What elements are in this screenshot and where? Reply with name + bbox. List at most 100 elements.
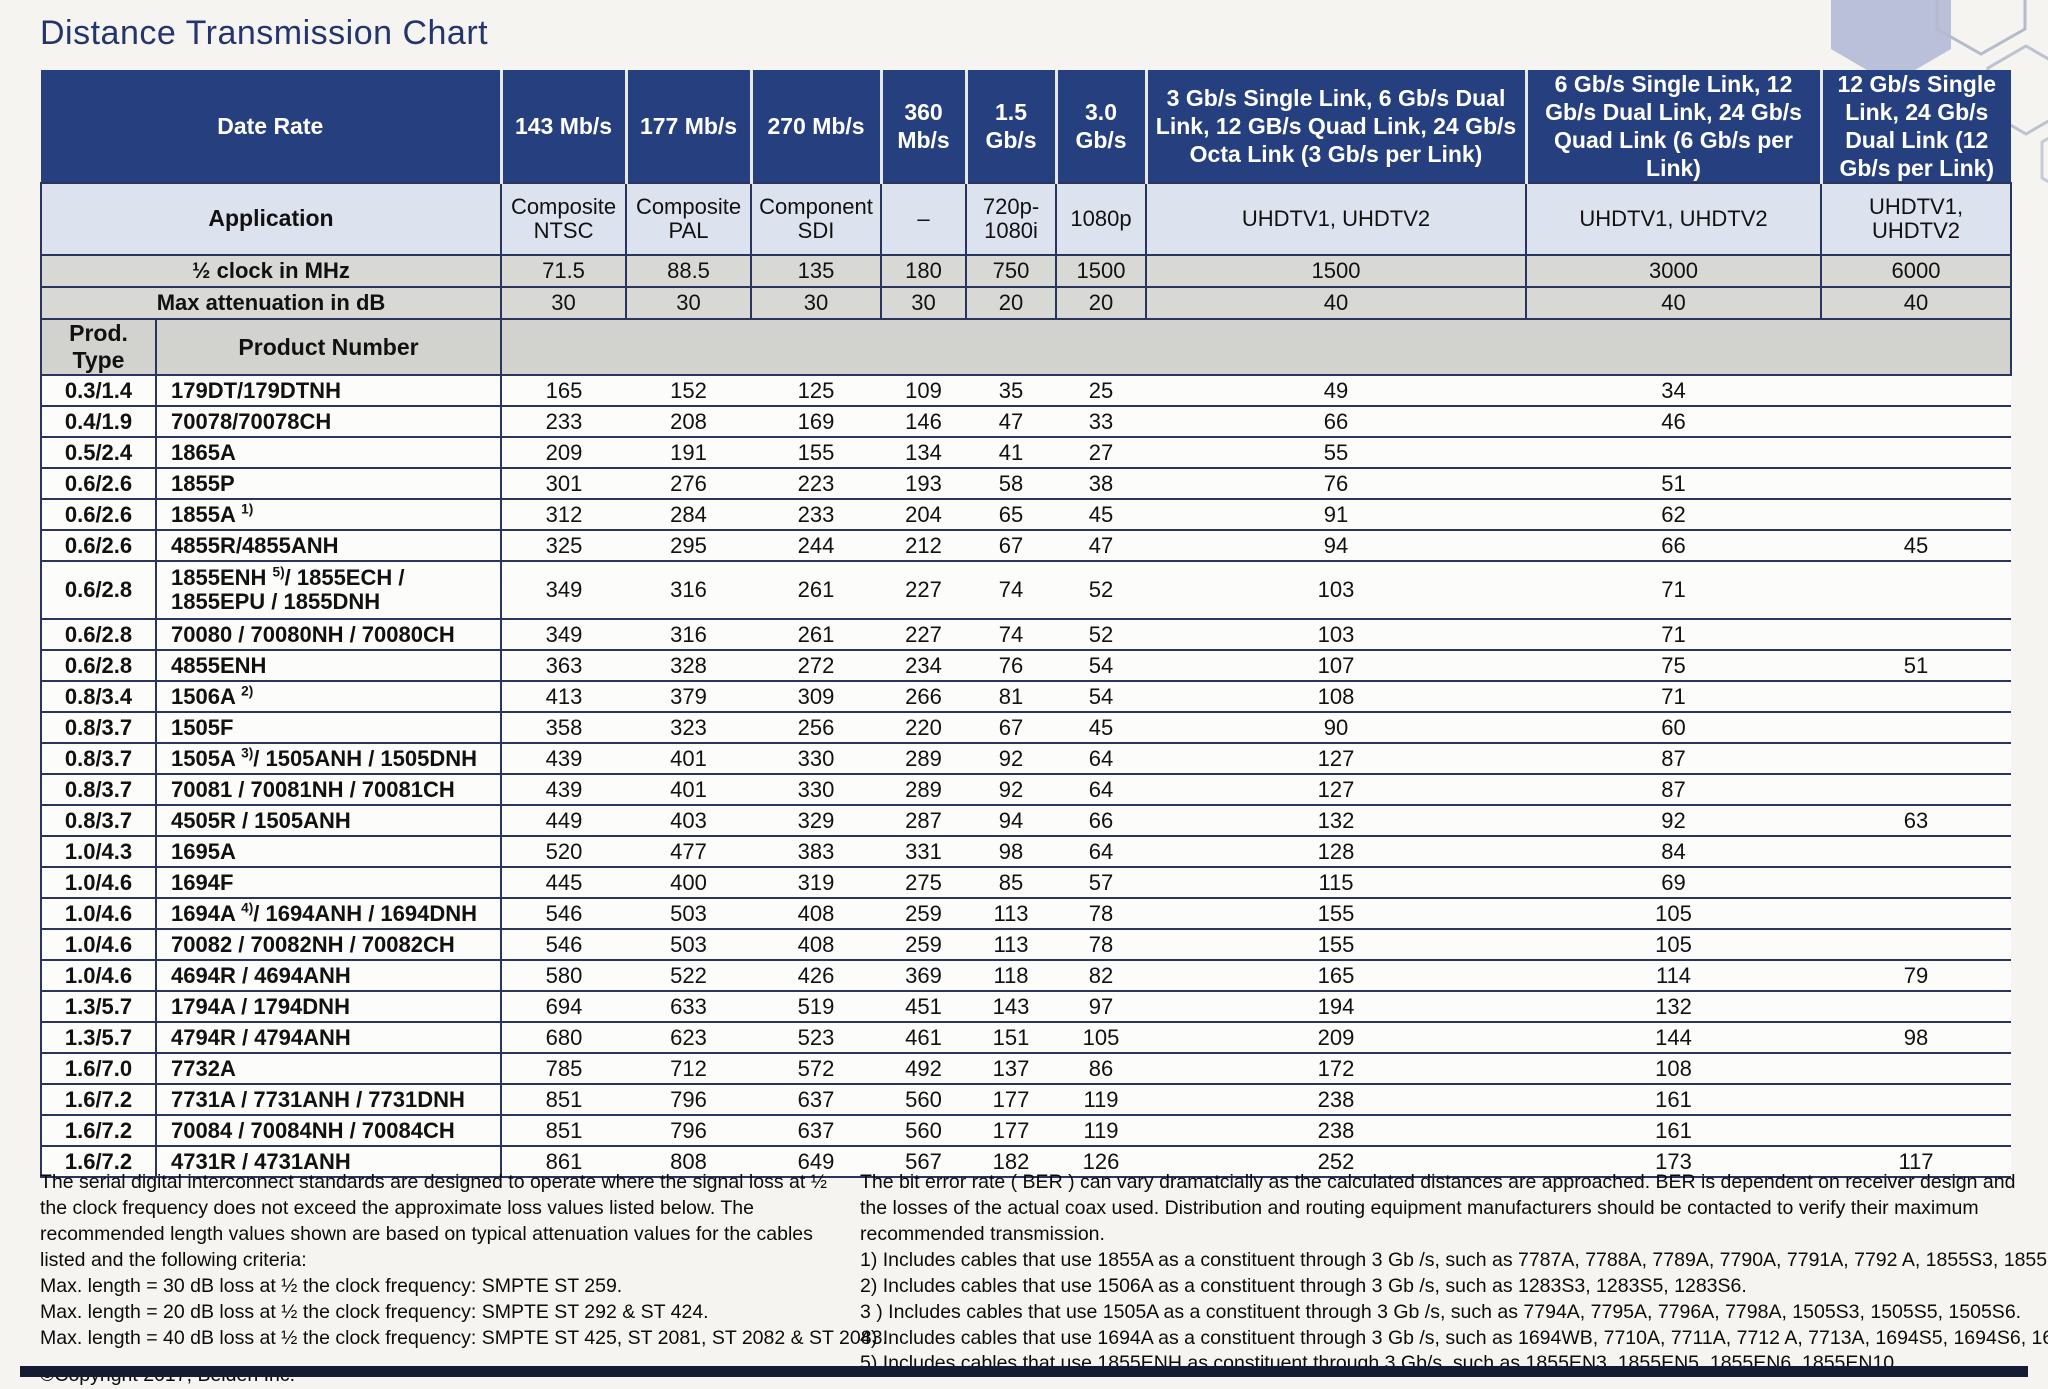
distance-value: 155 (1146, 929, 1527, 962)
distance-value: 51 (1526, 468, 1822, 501)
distance-value: 503 (626, 898, 752, 931)
distance-value: 103 (1146, 561, 1527, 621)
prod-type-cell: 1.6/7.0 (40, 1053, 157, 1086)
product-number-cell: 1505F (156, 712, 503, 745)
distance-value: 316 (626, 561, 752, 621)
distance-value: 363 (501, 650, 627, 683)
distance-value: 349 (501, 619, 627, 652)
product-number-header: Product Number (154, 318, 503, 377)
table-row: 0.5/2.4 1865A 209 191 155 134 41 27 55 (40, 437, 2012, 470)
table-row: 0.3/1.4 179DT/179DTNH 165 152 125 109 35 25 49 34 (40, 375, 2012, 408)
table-row: 1.0/4.3 1695A 520 477 383 331 98 64 128 84 (40, 836, 2012, 869)
half-clock-value-4: 750 (965, 254, 1058, 289)
distance-value: 94 (1146, 530, 1527, 563)
distance-value: 55 (1146, 437, 1527, 470)
application-value-2: Component SDI (750, 182, 883, 257)
application-value-1: Composite PAL (625, 182, 753, 257)
distance-value: 649 (751, 1146, 882, 1179)
distance-value: 52 (1056, 561, 1147, 621)
distance-value: 85 (966, 867, 1057, 900)
distance-value: 401 (626, 743, 752, 776)
distance-value: 25 (1056, 375, 1147, 408)
distance-value: 113 (966, 929, 1057, 962)
table-header-row: Date Rate 143 Mb/s 177 Mb/s 270 Mb/s 360 Mb/… (41, 70, 2012, 184)
max-attenuation-row: Max attenuation in dB 30 30 30 30 20 20 40 40 40 (39, 286, 2013, 321)
distance-value: 82 (1056, 960, 1147, 993)
distance-value: 67 (966, 530, 1057, 563)
max-attenuation-label: Max attenuation in dB (39, 286, 503, 321)
distance-value: 126 (1056, 1146, 1147, 1179)
product-number-cell: 1855P (156, 468, 503, 501)
distance-value: 105 (1056, 1022, 1147, 1055)
max-attenuation-value-7: 40 (1525, 286, 1823, 321)
distance-value: 312 (501, 499, 627, 532)
distance-value: 58 (966, 468, 1057, 501)
table-row: 1.6/7.2 7731A / 7731ANH / 7731DNH 851 796 63… (40, 1084, 2012, 1117)
distance-value: 208 (626, 406, 752, 439)
distance-value: 238 (1146, 1115, 1527, 1148)
distance-value: 369 (881, 960, 967, 993)
distance-value: 46 (1526, 406, 1822, 439)
distance-value: 69 (1526, 867, 1822, 900)
distance-value (1821, 561, 2012, 621)
product-number-cell: 70081 / 70081NH / 70081CH (156, 774, 503, 807)
table-row: 1.6/7.0 7732A 785 712 572 492 137 86 172 108 (40, 1053, 2012, 1086)
distance-value: 51 (1821, 650, 2012, 683)
footnote-right-notes: 1) Includes cables that use 1855A as a c… (860, 1248, 2048, 1378)
table-row: 1.6/7.2 4731R / 4731ANH 861 808 649 567 182 126… (40, 1146, 2012, 1179)
distance-value: 161 (1526, 1084, 1822, 1117)
product-number-cell: 4505R / 1505ANH (156, 805, 503, 838)
product-number-cell: 1695A (156, 836, 503, 869)
distance-value: 90 (1146, 712, 1527, 745)
distance-value: 580 (501, 960, 627, 993)
header-col-5: 3.0 Gb/s (1054, 70, 1147, 184)
distance-value: 113 (966, 898, 1057, 931)
distance-value: 45 (1056, 712, 1147, 745)
distance-value: 572 (751, 1053, 882, 1086)
distance-value: 115 (1146, 867, 1527, 900)
application-value-6: UHDTV1, UHDTV2 (1145, 182, 1528, 257)
distance-value: 227 (881, 561, 967, 621)
header-col-0: 143 Mb/s (499, 70, 627, 184)
footnote-marker: 5) (272, 565, 285, 581)
prod-type-cell: 0.8/3.7 (40, 712, 157, 745)
distance-value: 851 (501, 1115, 627, 1148)
distance-value: 861 (501, 1146, 627, 1179)
max-attenuation-value-8: 40 (1820, 286, 2013, 321)
distance-value: 220 (881, 712, 967, 745)
prod-type-cell: 0.6/2.8 (40, 619, 157, 652)
product-number-cell: 70078/70078CH (156, 406, 503, 439)
distance-value: 79 (1821, 960, 2012, 993)
distance-value: 109 (881, 375, 967, 408)
application-value-5: 1080p (1055, 182, 1148, 257)
criteria-line-0: Max. length = 30 dB loss at ½ the clock … (40, 1274, 623, 1297)
table-row: 1.0/4.6 1694A 4)/ 1694ANH / 1694DNH 546 503… (40, 898, 2012, 931)
distance-value: 694 (501, 991, 627, 1024)
distance-value: 523 (751, 1022, 882, 1055)
distance-value: 204 (881, 499, 967, 532)
application-label: Application (39, 182, 503, 257)
distance-value: 57 (1056, 867, 1147, 900)
distance-value: 62 (1526, 499, 1822, 532)
distance-value: 309 (751, 681, 882, 714)
distance-value: 45 (1821, 530, 2012, 563)
footnote-marker: 3) (241, 745, 254, 761)
footnote-marker: 4) (241, 900, 254, 916)
footnote-left-criteria: Max. length = 30 dB loss at ½ the clock … (40, 1274, 888, 1352)
product-number-cell: 1506A 2) (156, 681, 503, 714)
footnote-right-column: The bit error rate ( BER ) can vary dram… (860, 1170, 2048, 1378)
distance-value: 330 (751, 743, 882, 776)
footnote-right-paragraph: The bit error rate ( BER ) can vary dram… (860, 1171, 2016, 1245)
distance-value: 33 (1056, 406, 1147, 439)
distance-value: 331 (881, 836, 967, 869)
distance-value: 413 (501, 681, 627, 714)
distance-value: 137 (966, 1053, 1057, 1086)
table-row: 0.6/2.6 1855P 301 276 223 193 58 38 76 51 (40, 468, 2012, 501)
product-number-cell: 7731A / 7731ANH / 7731DNH (156, 1084, 503, 1117)
prod-type-cell: 0.8/3.7 (40, 805, 157, 838)
distance-value: 323 (626, 712, 752, 745)
table-row: 0.6/2.8 1855ENH 5)/ 1855ECH / 1855EPU / 1… (40, 561, 2012, 621)
prod-type-cell: 0.6/2.8 (40, 650, 157, 683)
distance-value: 98 (1821, 1022, 2012, 1055)
application-row: Application Composite NTSC Composite PAL Co… (39, 182, 2013, 257)
